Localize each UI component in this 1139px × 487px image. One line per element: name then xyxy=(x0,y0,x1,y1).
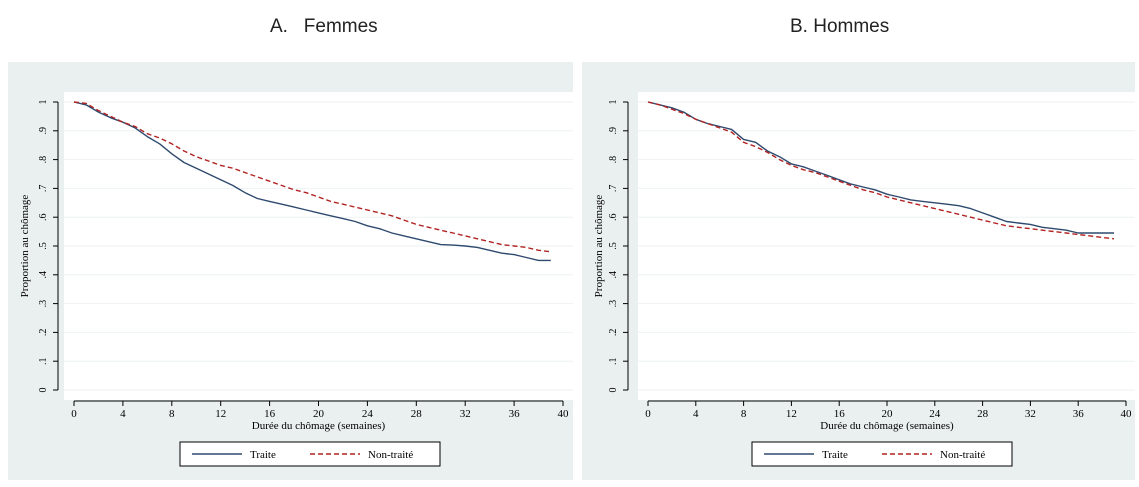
x-axis-label: Durée du chômage (semaines) xyxy=(252,420,386,432)
x-tick-label: 4 xyxy=(120,408,126,420)
y-tick-label: .6 xyxy=(38,213,49,221)
y-tick-label: .7 xyxy=(608,185,619,193)
legend-label: Traite xyxy=(822,449,848,461)
y-axis-label: Proportion au chômage xyxy=(593,195,605,298)
panel-title-hommes: B. Hommes xyxy=(790,16,890,37)
y-tick-label: .5 xyxy=(38,242,49,250)
y-tick-label: 1 xyxy=(608,100,619,105)
x-tick-label: 28 xyxy=(977,408,989,420)
x-tick-label: 16 xyxy=(264,408,276,420)
x-tick-label: 20 xyxy=(882,408,894,420)
x-tick-label: 32 xyxy=(460,408,471,420)
y-tick-label: 0 xyxy=(38,388,49,393)
x-tick-label: 12 xyxy=(215,408,226,420)
chart-hommes: 0 .1 .2 .3 .4 .5 .6 .7 .8 .9 1 Proportion au chômag… xyxy=(582,62,1135,480)
x-tick-label: 12 xyxy=(786,408,797,420)
y-tick-label: .7 xyxy=(38,185,49,193)
x-tick-label: 24 xyxy=(362,408,374,420)
y-tick-label: .6 xyxy=(608,213,619,221)
y-tick-label: .4 xyxy=(608,271,619,279)
x-tick-label: 36 xyxy=(509,408,521,420)
y-tick-label: .1 xyxy=(608,357,619,365)
x-tick-label: 4 xyxy=(693,408,699,420)
y-tick-label: .4 xyxy=(38,271,49,279)
y-tick-label: .8 xyxy=(38,156,49,164)
x-tick-label: 32 xyxy=(1025,408,1036,420)
series-line-non-traite xyxy=(647,101,1115,240)
y-tick-label: .2 xyxy=(608,329,619,337)
x-tick-label: 40 xyxy=(1121,408,1133,420)
x-tick-label: 16 xyxy=(834,408,846,420)
x-tick-label: 28 xyxy=(411,408,423,420)
x-tick-label: 20 xyxy=(313,408,325,420)
legend-label: Traite xyxy=(250,449,276,461)
x-tick-label: 0 xyxy=(645,408,651,420)
y-tick-label: 0 xyxy=(608,388,619,393)
series-line-traite xyxy=(647,101,1114,234)
chart-femmes: 0 .1 .2 .3 .4 .5 .6 .7 .8 .9 1 Proportion au chômag… xyxy=(8,62,573,480)
x-tick-label: 8 xyxy=(741,408,747,420)
y-tick-label: .3 xyxy=(38,300,49,308)
y-tick-label: .1 xyxy=(38,357,49,365)
x-tick-label: 40 xyxy=(558,408,570,420)
y-axis-label: Proportion au chômage xyxy=(19,195,31,298)
x-tick-label: 8 xyxy=(169,408,175,420)
y-tick-label: .8 xyxy=(608,156,619,164)
x-tick-label: 36 xyxy=(1073,408,1085,420)
legend-label: Non-traité xyxy=(940,449,985,461)
x-tick-label: 0 xyxy=(71,408,77,420)
x-tick-label: 24 xyxy=(929,408,941,420)
panel-title-femmes: A. Femmes xyxy=(270,16,378,37)
y-tick-label: .2 xyxy=(38,329,49,337)
y-tick-label: .9 xyxy=(38,127,49,135)
x-axis-label: Durée du chômage (semaines) xyxy=(820,420,954,432)
series-line-traite xyxy=(73,101,551,262)
y-tick-label: .5 xyxy=(608,242,619,250)
legend-label: Non-traité xyxy=(368,449,413,461)
series-line-non-traite xyxy=(73,101,551,253)
y-tick-label: .3 xyxy=(608,300,619,308)
y-tick-label: .9 xyxy=(608,127,619,135)
y-tick-label: 1 xyxy=(38,100,49,105)
